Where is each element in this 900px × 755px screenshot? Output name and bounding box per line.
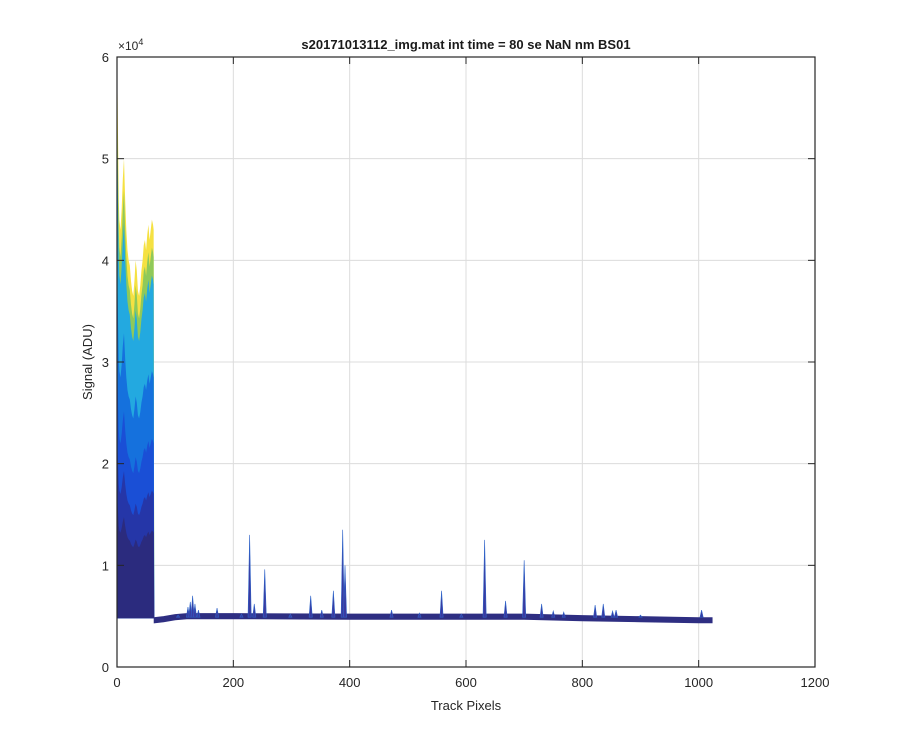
signal-spike: [551, 609, 556, 618]
signal-spike: [262, 569, 267, 618]
x-tick-label: 1000: [684, 675, 713, 690]
y-tick-label: 0: [102, 660, 109, 675]
signal-spike: [638, 614, 643, 618]
signal-spike: [561, 611, 566, 618]
signal-spike: [601, 603, 606, 618]
data-layer: [117, 57, 713, 624]
x-tick-label: 200: [222, 675, 244, 690]
signal-spike: [308, 595, 313, 618]
signal-spike: [614, 610, 619, 618]
signal-spike: [247, 534, 252, 618]
signal-spike: [239, 613, 244, 618]
signal-spike: [343, 565, 347, 618]
signal-spike: [610, 609, 615, 618]
signal-spike: [175, 614, 181, 618]
y-tick-label: 6: [102, 50, 109, 65]
signal-spike: [482, 539, 487, 618]
signal-spike: [417, 612, 422, 618]
chart-title: s20171013112_img.mat int time = 80 se Na…: [301, 37, 630, 52]
signal-spike: [340, 529, 345, 618]
signal-spike: [288, 613, 293, 618]
y-tick-label: 3: [102, 355, 109, 370]
grid-layer: [116, 56, 816, 668]
signal-spike: [593, 604, 598, 618]
signal-spike: [215, 607, 220, 618]
x-tick-label: 800: [571, 675, 593, 690]
signal-spike: [331, 590, 336, 618]
x-tick-label: 0: [113, 675, 120, 690]
x-tick-label: 600: [455, 675, 477, 690]
axes-layer: 0 200 400 600 800 1000 1200 0 1 2 3 4 5 6: [102, 50, 830, 690]
signal-spike: [193, 603, 197, 618]
y-tick-label: 4: [102, 253, 109, 268]
signal-spike: [699, 610, 704, 618]
y-tick-label: 5: [102, 152, 109, 167]
signal-spike: [252, 603, 257, 618]
signal-spike: [439, 590, 444, 618]
signal-spike: [503, 600, 508, 618]
y-tick-label: 1: [102, 558, 109, 573]
signal-spike: [522, 560, 527, 618]
signal-spike: [319, 610, 324, 618]
signal-spike: [389, 610, 394, 618]
signal-spike: [539, 603, 544, 618]
y-exponent-label: ×104: [118, 37, 143, 53]
signal-spike: [196, 610, 201, 618]
baseline-band: [153, 613, 713, 624]
x-axis-label: Track Pixels: [431, 698, 502, 713]
x-tick-label: 1200: [801, 675, 830, 690]
signal-spike: [459, 613, 464, 618]
x-tick-label: 400: [339, 675, 361, 690]
y-axis-label: Signal (ADU): [80, 324, 95, 400]
signal-band-7: [117, 494, 155, 619]
y-tick-label: 2: [102, 457, 109, 472]
signal-spike: [190, 595, 195, 618]
